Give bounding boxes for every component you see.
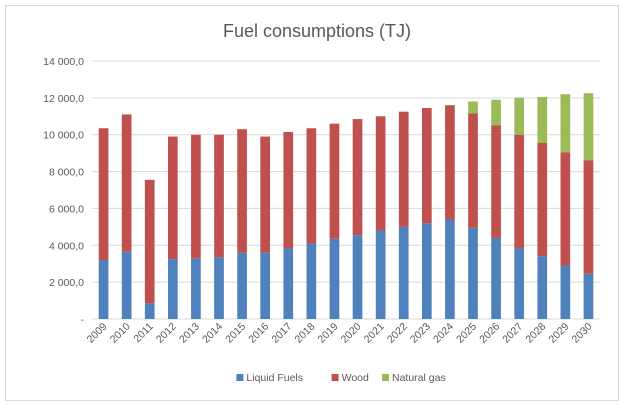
bar-wood <box>329 123 340 239</box>
x-axis: 2009201020112012201320142015201620172018… <box>85 321 595 346</box>
legend-swatch <box>236 374 244 381</box>
legend-swatch <box>382 374 389 381</box>
x-tick-label: 2023 <box>408 321 433 346</box>
bar-liquid-fuels <box>329 238 340 319</box>
y-tick-label: - <box>81 314 85 326</box>
chart-title: Fuel consumptions (TJ) <box>223 21 411 41</box>
bar-liquid-fuels <box>560 265 571 319</box>
y-tick-label: 12 000,0 <box>43 93 84 105</box>
x-tick-label: 2029 <box>546 321 571 346</box>
x-tick-label: 2014 <box>200 321 225 346</box>
bar-wood <box>491 125 501 238</box>
x-tick-label: 2010 <box>108 321 133 346</box>
x-tick-label: 2019 <box>316 321 341 346</box>
bar-liquid-fuels <box>144 303 155 319</box>
x-tick-label: 2009 <box>85 321 110 346</box>
bar-liquid-fuels <box>167 259 178 319</box>
x-tick-label: 2028 <box>523 321 548 346</box>
bar-wood <box>514 134 525 249</box>
y-tick-label: 14 000,0 <box>43 56 84 68</box>
legend-label: Natural gas <box>392 372 446 384</box>
bar-wood <box>537 143 548 257</box>
x-tick-label: 2024 <box>431 321 456 346</box>
x-tick-label: 2016 <box>246 321 271 346</box>
bar-liquid-fuels <box>352 235 363 319</box>
bar-liquid-fuels <box>375 230 386 319</box>
bar-liquid-fuels <box>214 257 224 319</box>
x-tick-label: 2011 <box>131 321 156 346</box>
bar-wood <box>214 134 224 258</box>
legend-swatch <box>331 374 339 381</box>
bar-wood <box>560 152 571 266</box>
fuel-consumption-chart: Fuel consumptions (TJ) - 2 000,0 4 000,0 6 … <box>43 21 600 384</box>
x-tick-label: 2012 <box>154 321 179 346</box>
bar-liquid-fuels <box>306 243 317 319</box>
bar-liquid-fuels <box>260 252 271 319</box>
bar-wood <box>375 116 386 231</box>
bar-liquid-fuels <box>537 256 548 319</box>
bar-wood <box>260 136 271 253</box>
y-tick-label: 4 000,0 <box>49 240 84 252</box>
x-tick-label: 2018 <box>292 321 317 346</box>
x-tick-label: 2027 <box>500 321 525 346</box>
x-tick-label: 2021 <box>362 321 387 346</box>
bar-liquid-fuels <box>421 223 432 319</box>
bar-liquid-fuels <box>445 219 455 319</box>
x-tick-label: 2025 <box>454 321 479 346</box>
bar-natural-gas <box>560 94 571 153</box>
legend: Liquid Fuels Wood Natural gas <box>236 372 446 384</box>
x-tick-label: 2015 <box>223 321 248 346</box>
bar-liquid-fuels <box>98 260 109 319</box>
bar-liquid-fuels <box>121 251 132 319</box>
bar-wood <box>445 105 455 220</box>
chart-frame: Fuel consumptions (TJ) - 2 000,0 4 000,0 6 … <box>5 5 619 401</box>
bar-liquid-fuels <box>583 273 594 319</box>
bar-natural-gas <box>491 99 501 126</box>
bar-wood <box>144 179 155 304</box>
bar-natural-gas <box>468 101 478 114</box>
y-tick-label: 6 000,0 <box>49 203 84 215</box>
bar-wood <box>237 129 247 253</box>
x-tick-label: 2013 <box>177 321 202 346</box>
bar-liquid-fuels <box>283 248 294 319</box>
bar-liquid-fuels <box>237 252 247 319</box>
legend-label: Wood <box>342 372 369 384</box>
x-tick-label: 2030 <box>570 321 595 346</box>
bar-wood <box>468 113 478 228</box>
y-tick-label: 2 000,0 <box>49 277 84 289</box>
bar-natural-gas <box>583 93 594 161</box>
bar-liquid-fuels <box>468 227 478 319</box>
bar-wood <box>283 131 294 249</box>
x-tick-label: 2022 <box>385 321 410 346</box>
bar-liquid-fuels <box>191 258 201 319</box>
bars <box>98 93 594 319</box>
bar-wood <box>583 160 594 274</box>
legend-label: Liquid Fuels <box>246 372 303 384</box>
bar-wood <box>306 128 317 244</box>
x-tick-label: 2017 <box>269 321 294 346</box>
y-tick-label: 8 000,0 <box>49 167 84 179</box>
bar-natural-gas <box>537 96 548 144</box>
bar-wood <box>191 134 201 259</box>
bar-wood <box>398 111 409 227</box>
bar-wood <box>421 107 432 224</box>
y-tick-label: 10 000,0 <box>43 130 84 142</box>
y-axis: - 2 000,0 4 000,0 6 000,0 8 000,0 10 000,0 12 … <box>43 56 84 326</box>
bar-liquid-fuels <box>398 226 409 319</box>
x-tick-label: 2026 <box>477 321 502 346</box>
bar-wood <box>98 128 109 261</box>
bar-natural-gas <box>514 97 525 135</box>
bar-wood <box>121 114 132 252</box>
x-tick-label: 2020 <box>339 321 364 346</box>
bar-wood <box>167 136 178 260</box>
bar-liquid-fuels <box>491 237 501 319</box>
bar-liquid-fuels <box>514 248 525 319</box>
bar-wood <box>352 119 363 236</box>
